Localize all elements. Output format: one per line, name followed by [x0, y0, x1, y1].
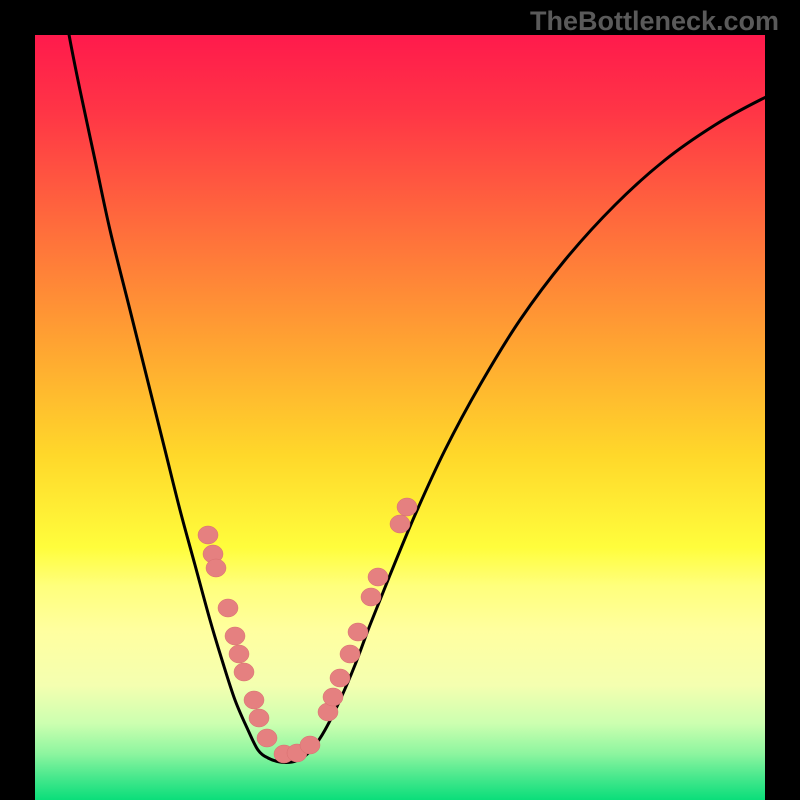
data-marker — [348, 623, 368, 641]
data-marker — [390, 515, 410, 533]
data-marker — [234, 663, 254, 681]
watermark-text: TheBottleneck.com — [530, 6, 779, 37]
data-marker — [198, 526, 218, 544]
data-marker — [300, 736, 320, 754]
v-curve-line — [63, 0, 800, 763]
data-marker — [206, 559, 226, 577]
data-marker — [340, 645, 360, 663]
data-marker — [249, 709, 269, 727]
data-marker — [225, 627, 245, 645]
data-marker — [361, 588, 381, 606]
canvas-root: TheBottleneck.com — [0, 0, 800, 800]
chart-overlay — [0, 0, 800, 800]
data-marker — [244, 691, 264, 709]
data-marker — [330, 669, 350, 687]
data-marker — [229, 645, 249, 663]
data-marker — [323, 688, 343, 706]
data-marker — [368, 568, 388, 586]
data-markers-group — [198, 498, 417, 763]
data-marker — [257, 729, 277, 747]
plot-area — [35, 35, 765, 800]
data-marker — [397, 498, 417, 516]
data-marker — [218, 599, 238, 617]
